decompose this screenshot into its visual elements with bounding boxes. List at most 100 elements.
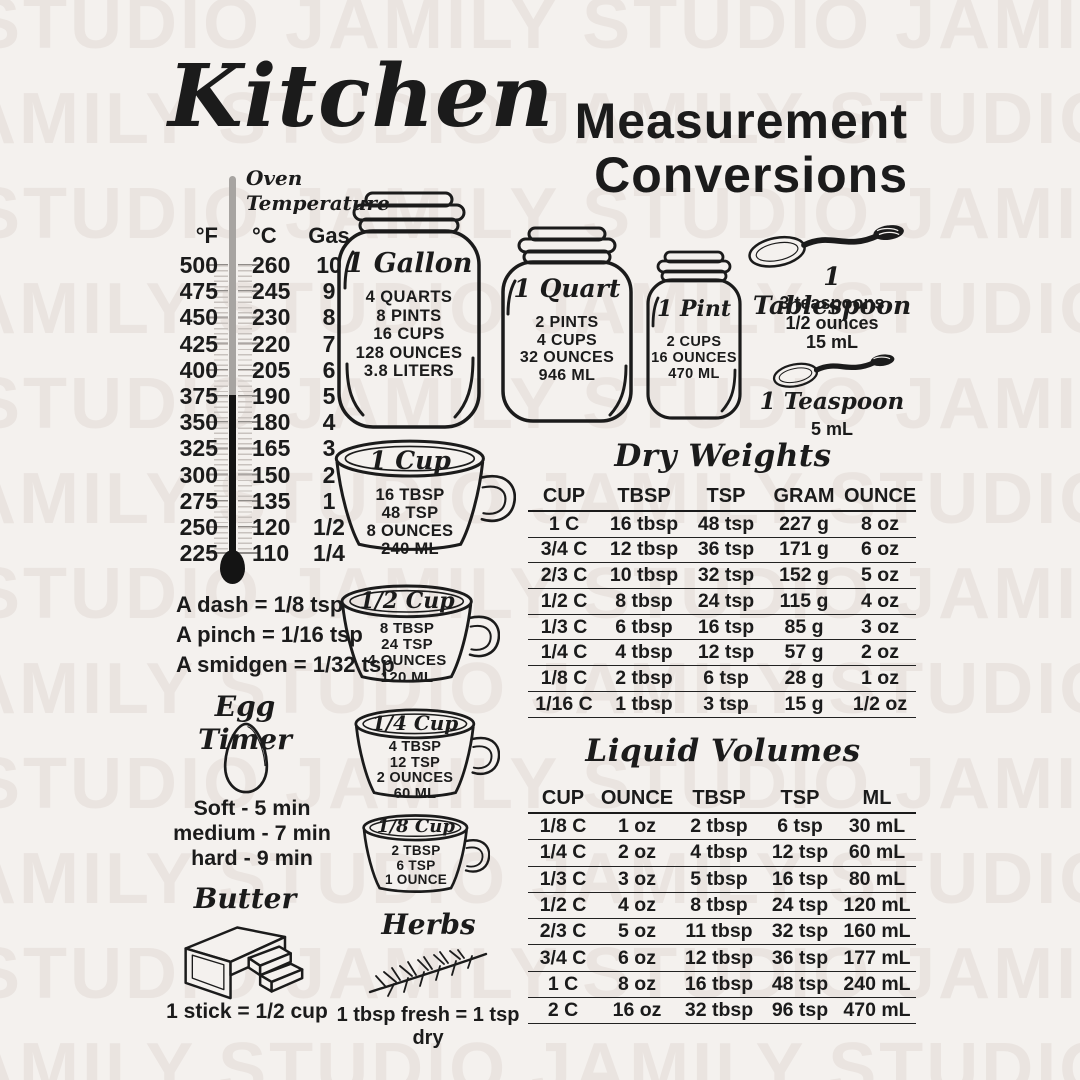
cup-label: 1/2 Cup <box>359 588 455 614</box>
mason-jar-icon <box>337 191 481 429</box>
pinch-definition-line: A pinch = 1/16 tsp <box>176 622 363 647</box>
egg-time-line: Soft - 5 min <box>193 796 311 820</box>
oven-temp-row: 250 120 1/2 <box>179 513 345 540</box>
liquid-volumes-row: 1 C 8 oz 16 tbsp 48 tsp 240 mL <box>528 972 916 999</box>
half-cup: 1/2 Cup 8 TBSP 24 TSP 4 OUNCES 120 ML <box>340 583 500 689</box>
butter-conversion-note: 1 stick = 1/2 cup <box>166 1000 328 1023</box>
jar-conversion-line: 16 OUNCES <box>651 350 737 366</box>
jar-conversion-line: 4 CUPS <box>536 331 598 349</box>
watermark-row: STUDIO JAMILY STUDIO JAMILY STUDIO JAMIL… <box>0 744 1080 824</box>
liquid-volumes-table: CUP OUNCE TBSP TSP ML 1/8 C 1 oz 2 tbsp … <box>528 786 916 1025</box>
page-title-line2: Conversions <box>594 147 908 203</box>
egg-timer-times: Soft - 5 min medium - 7 min hard - 9 min <box>162 796 342 871</box>
oven-temp-row: 325 165 3 <box>179 435 336 462</box>
dry-weights-row: 1/4 C 4 tbsp 12 tsp 57 g 2 oz <box>528 640 916 667</box>
jar-conversion-line: 32 OUNCES <box>519 349 615 367</box>
cup-conversion-line: 8 TBSP <box>379 620 435 637</box>
cup-conversion-line: 4 TBSP <box>388 739 442 755</box>
liquid-volumes-row: 2 C 16 oz 32 tbsp 96 tsp 470 mL <box>528 998 916 1025</box>
watermark-row: STUDIO JAMILY STUDIO JAMILY STUDIO JAMIL… <box>0 79 1080 159</box>
teaspoon-section <box>772 352 900 391</box>
cup-label: 1 Cup <box>369 446 451 475</box>
page-title-script: Kitchen <box>168 46 555 147</box>
dry-weights-row: 1/8 C 2 tbsp 6 tsp 28 g 1 oz <box>528 666 916 692</box>
cup-conversion-line: 2 OUNCES <box>376 770 454 787</box>
jar-conversion-line: 8 PINTS <box>376 306 442 325</box>
oven-temperature-table: °F °C Gas 500 260 10 475 245 9 450 <box>166 222 352 566</box>
jar-conversion-line: 470 ML <box>668 366 720 382</box>
tablespoon-icon <box>748 225 904 268</box>
jar-label: 1 Pint <box>656 296 732 322</box>
cup-conversion-line: 120 ML <box>380 668 434 686</box>
cup-conversion-line: 4 OUNCES <box>367 652 447 670</box>
dry-weights-row: 3/4 C 12 tbsp 36 tsp 171 g 6 oz <box>528 538 916 564</box>
one-cup: 1 Cup 16 TBSP 48 TSP 8 OUNCES 240 ML <box>334 438 516 558</box>
butter-icon <box>184 926 304 1000</box>
oven-temp-row: 450 230 8 <box>179 304 336 331</box>
thermometer-fine-ticks-left <box>214 265 228 553</box>
jar-conversion-line: 128 OUNCES <box>355 343 463 362</box>
herbs-conversion-note: 1 tbsp fresh = 1 tsp dry <box>336 1004 520 1049</box>
dry-weights-header: CUP TBSP TSP GRAM OUNCE <box>528 484 916 512</box>
cup-conversion-line: 60 ML <box>393 785 437 802</box>
spoon-conversion-line: 5 mL <box>810 419 853 439</box>
quart-jar: 1 Quart 2 PINTS 4 CUPS 32 OUNCES 946 ML <box>500 226 634 424</box>
jar-label: 1 Gallon <box>345 248 473 279</box>
jar-conversion-line: 3.8 LITERS <box>363 362 455 381</box>
pinch-definition-line: A smidgen = 1/32 tsp <box>176 652 395 677</box>
dry-weights-row: 2/3 C 10 tbsp 32 tsp 152 g 5 oz <box>528 563 916 590</box>
jar-conversion-line: 2 PINTS <box>535 314 599 331</box>
tablespoon-conversions: 3 teaspoons 1/2 ounces 15 mL <box>752 293 912 353</box>
jar-conversion-line: 16 CUPS <box>373 325 445 344</box>
watermark-row: STUDIO JAMILY STUDIO JAMILY STUDIO JAMIL… <box>0 649 1080 729</box>
oven-temp-row: 375 190 5 <box>179 382 336 409</box>
pinch-definition-line: A dash = 1/8 tsp <box>176 592 344 617</box>
oven-temp-row: 275 135 1 <box>179 487 336 514</box>
egg-icon <box>223 722 269 794</box>
cup-conversion-line: 240 ML <box>381 540 439 558</box>
cup-conversion-line: 8 OUNCES <box>366 522 454 540</box>
spoon-conversion-line: 1/2 ounces <box>785 312 879 333</box>
watermark-row: STUDIO JAMILY STUDIO JAMILY STUDIO JAMIL… <box>0 459 1080 539</box>
measuring-cup-icon <box>340 584 500 683</box>
egg-time-line: hard - 9 min <box>191 846 313 870</box>
thermometer-bulb-icon <box>220 550 245 584</box>
herbs-title: Herbs <box>381 908 476 941</box>
thermometer-fine-ticks-right <box>238 265 252 553</box>
gallon-jar: 1 Gallon 4 QUARTS 8 PINTS 16 CUPS 128 OUNCE… <box>336 190 482 430</box>
egg-time-line: medium - 7 min <box>173 821 331 845</box>
cup-label: 1/8 Cup <box>377 816 455 837</box>
liquid-volumes-row: 1/3 C 3 oz 5 tbsp 16 tsp 80 mL <box>528 867 916 893</box>
tablespoon-section <box>746 222 912 272</box>
oven-temperature-label: Oven Temperature <box>246 166 390 215</box>
liquid-volumes-row: 1/8 C 1 oz 2 tbsp 6 tsp 30 mL <box>528 814 916 841</box>
liquid-volumes-row: 1/2 C 4 oz 8 tbsp 24 tsp 120 mL <box>528 893 916 920</box>
butter-title: Butter <box>193 882 297 915</box>
herb-sprig-icon <box>368 949 488 997</box>
eighth-cup: 1/8 Cup 2 TBSP 6 TSP 1 OUNCE <box>362 813 490 898</box>
jar-conversion-line: 2 CUPS <box>666 334 722 350</box>
quarter-cup: 1/4 Cup 4 TBSP 12 TSP 2 OUNCES 60 ML <box>354 707 500 804</box>
measuring-cup-icon <box>362 814 490 893</box>
thermometer-tube-icon <box>229 176 236 560</box>
dry-weights-row: 1/3 C 6 tbsp 16 tsp 85 g 3 oz <box>528 615 916 641</box>
liquid-volumes-header: CUP OUNCE TBSP TSP ML <box>528 786 916 814</box>
jar-conversion-line: 4 QUARTS <box>365 288 453 306</box>
egg-timer-title: Egg Timer <box>198 690 292 756</box>
dry-weights-row: 1/16 C 1 tbsp 3 tsp 15 g 1/2 oz <box>528 692 916 718</box>
oven-temp-row: 500 260 10 <box>179 252 342 278</box>
oven-temp-row: 300 150 2 <box>179 461 336 488</box>
watermark-row: STUDIO JAMILY STUDIO JAMILY STUDIO JAMIL… <box>0 1029 1080 1080</box>
dry-weights-table: CUP TBSP TSP GRAM OUNCE 1 C 16 tbsp 48 t… <box>528 484 916 718</box>
oven-table-header: °F °C Gas <box>195 223 350 248</box>
mason-jar-icon <box>501 226 633 423</box>
dry-weights-row: 1/2 C 8 tbsp 24 tsp 115 g 4 oz <box>528 589 916 615</box>
dry-weights-title: Dry Weights <box>614 438 832 474</box>
spoon-conversion-line: 3 teaspoons <box>779 293 885 313</box>
cup-conversion-line: 12 TSP <box>389 754 441 771</box>
mason-jar-icon <box>646 250 742 420</box>
oven-temp-row: 350 180 4 <box>179 409 336 436</box>
cup-conversion-line: 2 TBSP <box>391 843 441 858</box>
